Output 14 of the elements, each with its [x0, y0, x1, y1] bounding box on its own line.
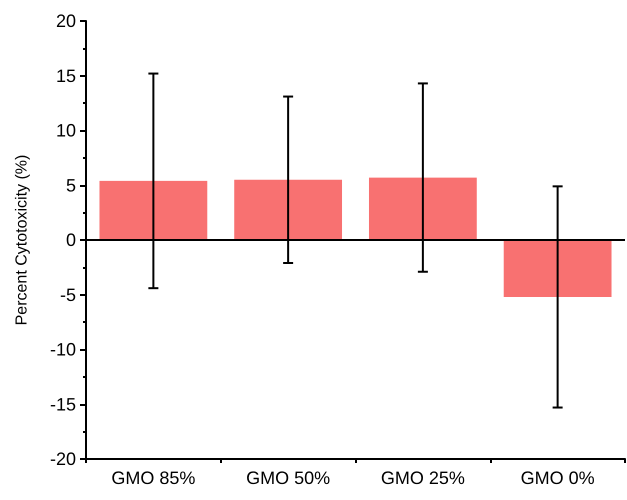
y-tick-label: 5: [66, 175, 76, 196]
x-tick-label: GMO 50%: [246, 468, 330, 488]
y-tick-label: -15: [50, 394, 76, 414]
x-tick-label: GMO 25%: [380, 468, 465, 488]
y-tick-label: -5: [60, 284, 76, 305]
y-tick-label: 10: [56, 120, 76, 140]
y-tick-label: 15: [56, 66, 76, 86]
x-tick-label: GMO 0%: [520, 468, 595, 488]
y-tick-label: 20: [56, 11, 76, 31]
x-tick-label: GMO 85%: [111, 468, 196, 488]
y-tick-label: -20: [50, 449, 76, 469]
y-axis-title: Percent Cytotoxicity (%): [14, 154, 30, 326]
y-tick-label: -10: [50, 340, 76, 360]
y-tick-label: 0: [66, 230, 76, 250]
